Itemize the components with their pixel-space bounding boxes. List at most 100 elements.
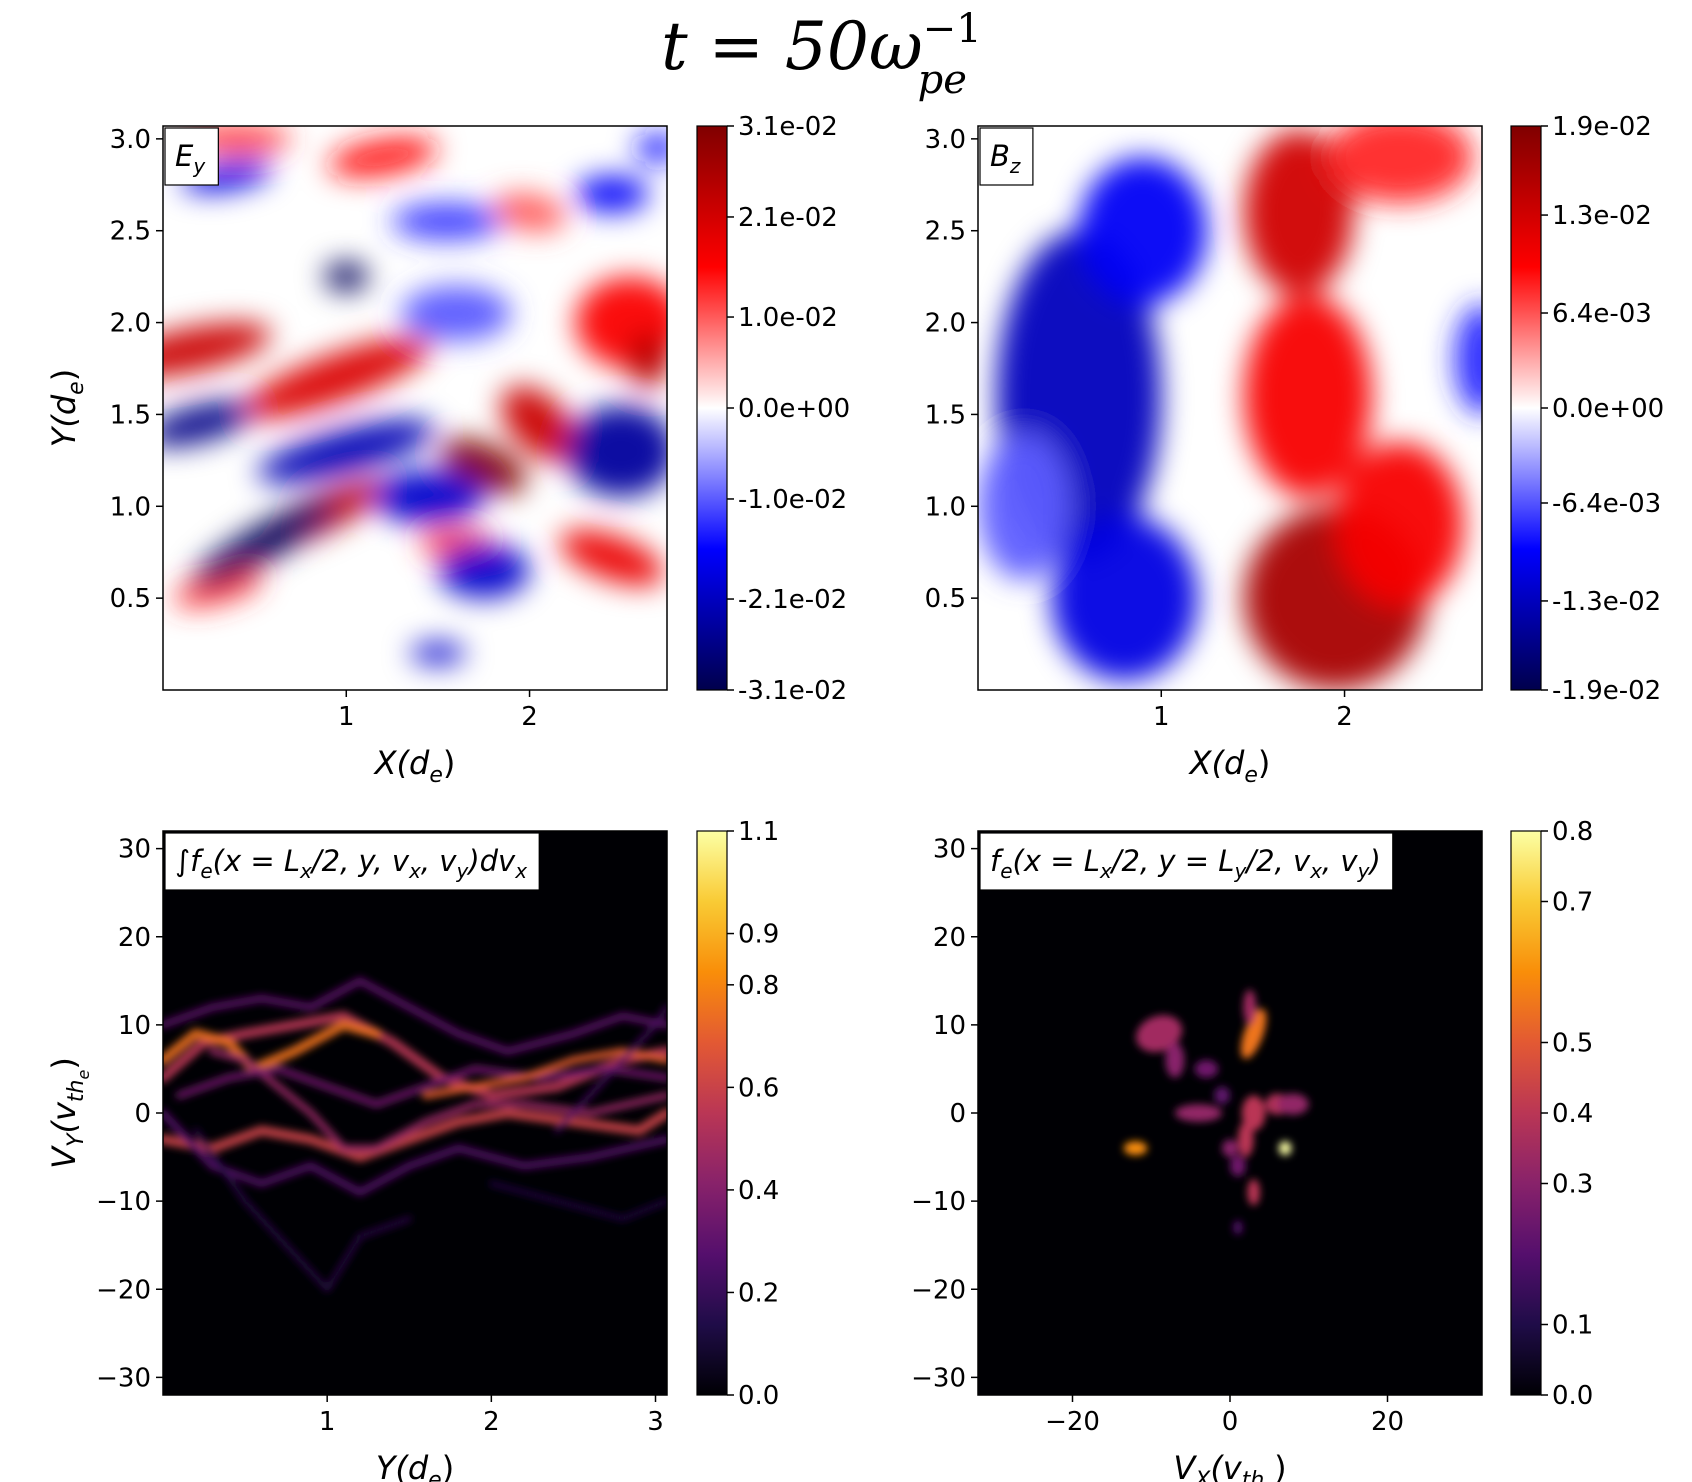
panel-label: ∫fe(x = Lx/2, y, vx, vy)dvx <box>164 832 540 891</box>
colorbar-tick-label: 3.1e-02 <box>738 112 838 142</box>
field-feature <box>500 385 577 462</box>
y-tick-label: 30 <box>933 835 966 865</box>
x-axis-label: X(de) <box>1188 744 1271 788</box>
colorbar-tick-label: 6.4e-03 <box>1552 299 1652 329</box>
x-tick-label: 1 <box>338 702 355 732</box>
chart-Bz: 1 2 0.5 1.0 1.5 2.0 2.5 3.0 X(de) Bz -1.9e-02 -1.3e… <box>925 112 1665 788</box>
field-feature <box>559 529 665 586</box>
heatmap-field <box>978 126 1482 690</box>
field-feature <box>410 642 466 665</box>
x-axis-label: Y(de) <box>376 1449 454 1482</box>
panel-label: Ey <box>164 127 219 186</box>
colorbar-tick-label: 0.8 <box>1552 817 1593 847</box>
panel-label-box <box>164 127 219 186</box>
y-tick-label: 0.5 <box>110 584 151 614</box>
y-axis-label: VY(vthe) <box>45 1057 93 1169</box>
colorbar-tick-label: 0.7 <box>1552 888 1593 918</box>
colorbar-tick-label: 0.5 <box>1552 1029 1593 1059</box>
plot-background <box>978 831 1482 1395</box>
figure-title-base: t = 50ω <box>661 8 923 85</box>
colorbar: -3.1e-02 -2.1e-02 -1.0e-02 0.0e+00 1.0e-02 2.… <box>696 112 850 706</box>
field-feature <box>575 175 649 213</box>
field-feature <box>1454 304 1482 415</box>
colorbar-tick-label: 1.3e-02 <box>1552 201 1652 231</box>
x-tick-label: 2 <box>483 1407 500 1437</box>
distribution-blob <box>1230 1155 1246 1177</box>
x-tick-label: 3 <box>647 1407 664 1437</box>
colorbar-tick-label: 0.4 <box>738 1176 779 1206</box>
field-feature <box>1335 441 1464 608</box>
panel-label-text: ∫fe(x = Lx/2, y, vx, vy)dvx <box>175 844 527 883</box>
y-tick-label: 2.5 <box>110 217 151 247</box>
colorbar-tick-label: 0.4 <box>1552 1099 1593 1129</box>
colorbar-tick-label: 0.0 <box>738 1381 779 1411</box>
distribution-blob <box>1136 1015 1183 1053</box>
colorbar-gradient <box>1510 830 1542 1396</box>
field-feature <box>978 432 1070 580</box>
y-tick-label: 1.5 <box>110 400 151 430</box>
y-tick-label: −30 <box>96 1363 151 1393</box>
colorbar-gradient <box>696 830 728 1396</box>
y-tick-label: −30 <box>911 1363 966 1393</box>
y-tick-label: 20 <box>933 923 966 953</box>
y-tick-label: 2.5 <box>925 217 966 247</box>
panel-label-text: Bz <box>990 139 1021 178</box>
figure-title-sup: −1 <box>922 6 982 52</box>
field-feature <box>441 438 527 494</box>
field-feature <box>257 419 435 484</box>
field-feature <box>392 203 503 240</box>
field-feature <box>401 285 512 341</box>
heatmap-field <box>163 977 667 1292</box>
field-feature <box>437 543 530 599</box>
colorbar: 0.0 0.1 0.3 0.4 0.5 0.7 0.8 <box>1510 817 1593 1411</box>
panel-label-box <box>164 832 540 891</box>
y-tick-label: −10 <box>911 1187 966 1217</box>
field-feature <box>493 193 566 232</box>
colorbar-tick-label: 0.8 <box>738 971 779 1001</box>
x-tick-label: 1 <box>1153 702 1170 732</box>
colorbar-tick-label: 0.2 <box>738 1278 779 1308</box>
field-feature <box>373 469 484 525</box>
y-tick-label: 1.0 <box>925 492 966 522</box>
y-axis-label: Y(de) <box>45 369 89 447</box>
field-feature <box>1078 157 1208 305</box>
field-feature <box>242 336 433 419</box>
y-tick-label: 30 <box>118 835 151 865</box>
field-feature <box>173 570 263 608</box>
distribution-curve <box>554 1004 667 1134</box>
field-feature <box>324 261 369 292</box>
distribution-blob <box>1165 1042 1185 1078</box>
heatmap-layer <box>978 126 1482 690</box>
y-tick-label: 10 <box>933 1011 966 1041</box>
colorbar-tick-label: -6.4e-03 <box>1552 489 1661 519</box>
colorbar-tick-label: -1.3e-02 <box>1552 587 1661 617</box>
field-feature <box>328 136 438 178</box>
field-feature <box>635 133 667 163</box>
panel-label-text: Ey <box>175 139 206 178</box>
colorbar-tick-label: -2.1e-02 <box>738 585 847 615</box>
y-tick-label: 3.0 <box>925 125 966 155</box>
field-feature <box>566 405 667 498</box>
panel-label-box <box>979 832 1394 891</box>
chart-fe_y_vy: 1 2 3 −30 −20 −10 0 10 20 30 Y(de) VY(vthe) ∫fe(x = … <box>45 817 779 1482</box>
y-tick-label: 0 <box>134 1099 151 1129</box>
field-feature <box>1326 126 1473 204</box>
y-tick-label: 0 <box>949 1099 966 1129</box>
heatmap-layer <box>163 977 667 1292</box>
colorbar-tick-label: 0.0e+00 <box>738 394 850 424</box>
colorbar-tick-label: 1.1 <box>738 817 779 847</box>
field-feature <box>163 400 253 447</box>
distribution-blob <box>1123 1141 1148 1156</box>
x-axis-label: X(de) <box>373 744 456 788</box>
distribution-blob <box>1243 989 1256 1025</box>
field-feature <box>191 498 336 588</box>
distribution-blob <box>1222 1139 1238 1158</box>
field-feature <box>626 331 667 387</box>
distribution-curve <box>175 1065 667 1108</box>
colorbar-tick-label: 0.1 <box>1552 1311 1593 1341</box>
distribution-curve <box>163 1011 667 1101</box>
colorbar-tick-label: 0.9 <box>738 920 779 950</box>
colorbar-tick-label: 2.1e-02 <box>738 203 838 233</box>
distribution-blob <box>1237 1121 1254 1158</box>
panel-label-text: fe(x = Lx/2, y = Ly/2, vx, vy) <box>990 844 1381 883</box>
